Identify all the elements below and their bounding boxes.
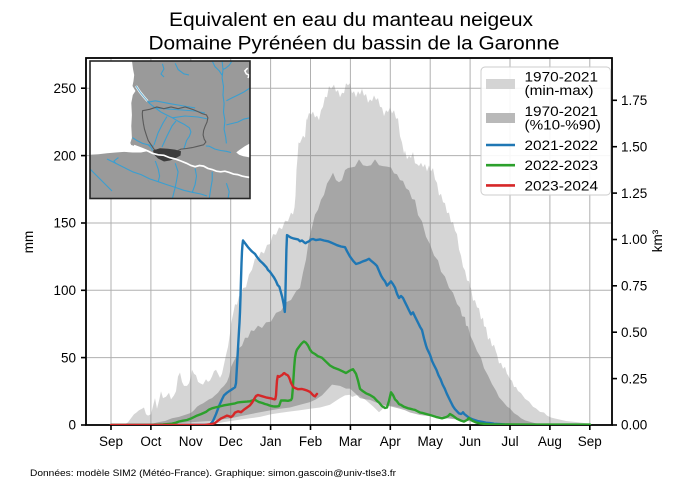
svg-text:Sep: Sep [578,434,602,449]
svg-text:0.25: 0.25 [621,371,647,386]
svg-text:Dec: Dec [219,434,243,449]
svg-text:150: 150 [53,216,76,231]
svg-text:Sep: Sep [99,434,123,449]
svg-text:1970-2021: 1970-2021 [525,70,599,85]
svg-text:1970-2021: 1970-2021 [525,104,599,119]
svg-text:0.00: 0.00 [621,418,647,433]
svg-text:Jun: Jun [459,434,481,449]
svg-text:0: 0 [68,418,76,433]
svg-text:1.50: 1.50 [621,139,647,154]
svg-text:km³: km³ [650,229,665,252]
svg-text:Nov: Nov [179,434,203,449]
svg-text:0.75: 0.75 [621,279,647,294]
svg-text:100: 100 [53,283,76,298]
svg-text:1.25: 1.25 [621,186,647,201]
svg-text:50: 50 [61,350,76,365]
svg-text:200: 200 [53,148,76,163]
svg-text:1.75: 1.75 [621,93,647,108]
svg-text:2023-2024: 2023-2024 [525,178,599,193]
svg-text:(min-max): (min-max) [525,83,594,98]
svg-text:May: May [417,434,443,449]
svg-text:2022-2023: 2022-2023 [525,158,599,173]
svg-text:Oct: Oct [140,434,161,449]
svg-text:1.00: 1.00 [621,232,647,247]
svg-text:Données: modèle SIM2 (Météo-Fr: Données: modèle SIM2 (Météo-France). Gra… [30,468,396,479]
svg-text:mm: mm [21,231,36,254]
svg-text:Mar: Mar [339,434,363,449]
svg-text:250: 250 [53,81,76,96]
svg-text:Apr: Apr [380,434,402,449]
svg-text:2021-2022: 2021-2022 [525,138,599,153]
svg-text:Domaine Pyrénéen du bassin de: Domaine Pyrénéen du bassin de la Garonne [149,34,560,55]
svg-text:Jan: Jan [260,434,282,449]
svg-text:Equivalent en eau du manteau n: Equivalent en eau du manteau neigeux [169,10,534,31]
svg-text:Jul: Jul [501,434,518,449]
svg-text:Aug: Aug [538,434,562,449]
svg-text:(%10-%90): (%10-%90) [525,118,601,133]
svg-text:0.50: 0.50 [621,325,647,340]
svg-text:Feb: Feb [299,434,322,449]
